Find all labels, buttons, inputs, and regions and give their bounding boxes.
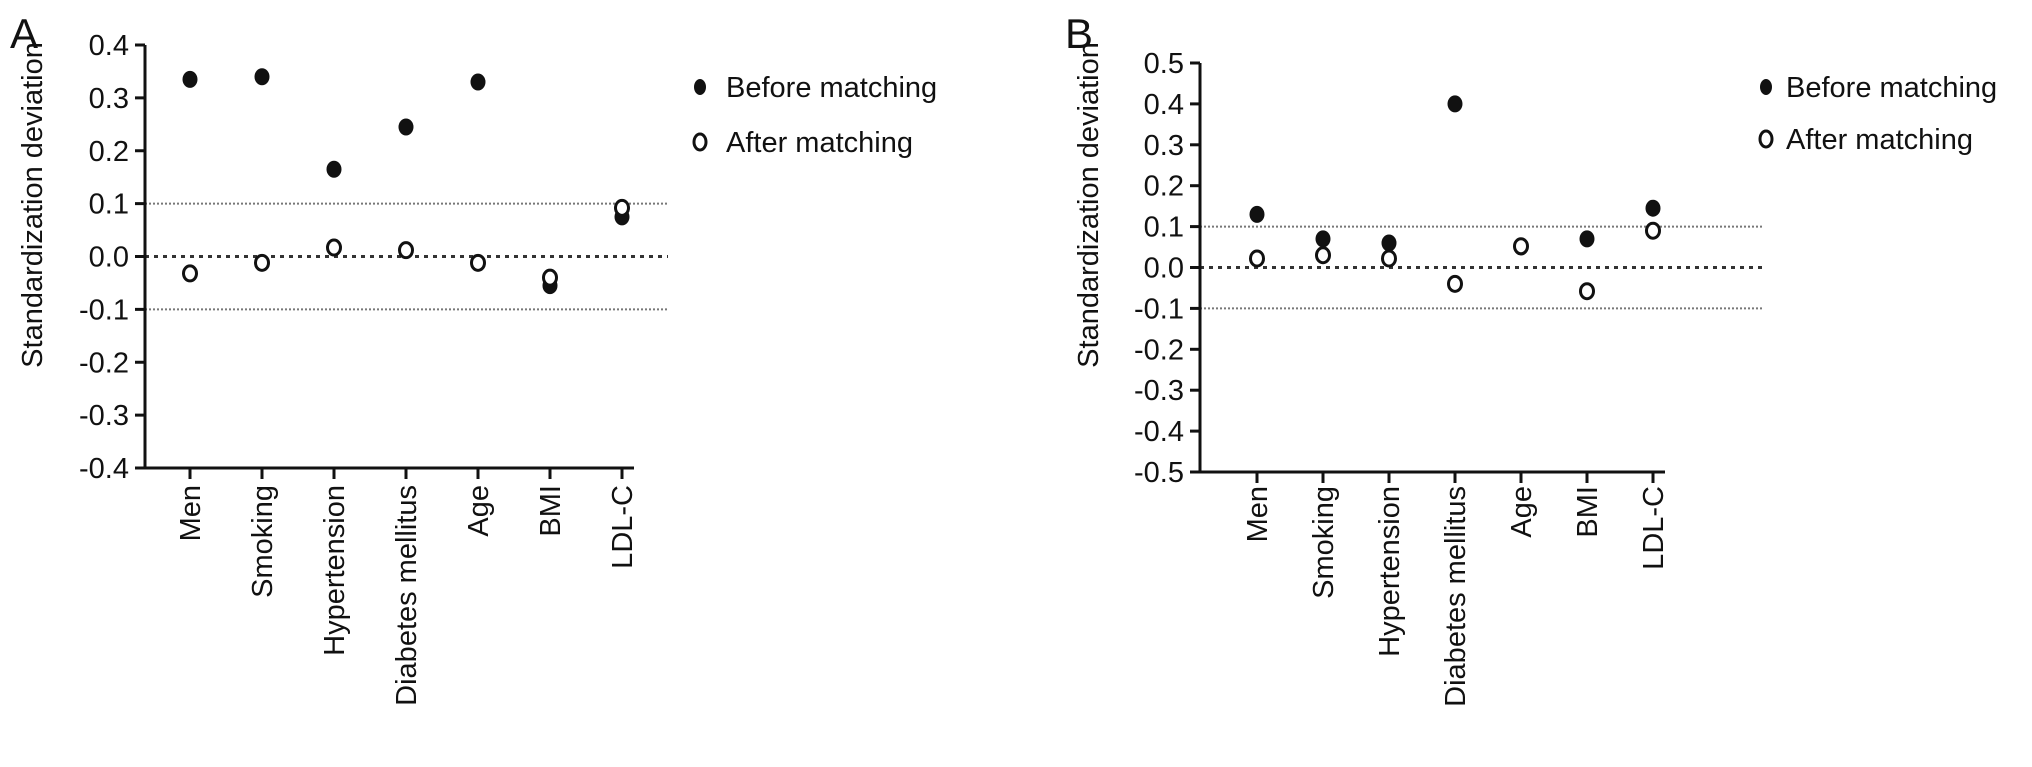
x-tick-label: Age	[1506, 486, 1538, 538]
legend-label-after-b: After matching	[1786, 124, 1973, 156]
x-tick-label: BMI	[1572, 486, 1604, 538]
legend-marker-after-a	[692, 132, 708, 152]
after-matching-point-a	[182, 264, 198, 283]
y-tick-label: -0.3	[1134, 375, 1184, 407]
x-tick-label: LDL-C	[607, 485, 639, 569]
panel-letter-b: B	[1065, 10, 1093, 57]
y-tick-label: -0.4	[1134, 416, 1184, 448]
after-matching-point-b	[1579, 282, 1595, 301]
x-tick-label: Men	[1242, 486, 1274, 542]
y-tick-label: -0.2	[79, 347, 129, 379]
x-tick-label: Diabetes mellitus	[1440, 486, 1472, 707]
legend-marker-before-b	[1760, 79, 1772, 95]
y-tick-label: 0.2	[1144, 171, 1184, 203]
before-matching-point-b	[1645, 199, 1661, 217]
y-tick-label: -0.3	[79, 400, 129, 432]
y-tick-label: 0.1	[89, 189, 129, 221]
x-tick-label: Smoking	[247, 485, 279, 598]
y-axis-label-a: Standardization deviation	[17, 42, 49, 368]
after-matching-point-b	[1315, 246, 1331, 265]
after-matching-point-b	[1381, 249, 1397, 268]
before-matching-point-b	[1579, 230, 1595, 248]
after-matching-point-a	[614, 198, 630, 217]
panel-b: B Standardization deviation 0.5 0.4 0.3 0.2…	[1065, 10, 1997, 707]
after-matching-point-b	[1513, 237, 1529, 256]
after-matching-point-a	[542, 268, 558, 287]
after-matching-point-a	[254, 253, 270, 272]
after-matching-point-a	[326, 238, 342, 257]
y-tick-label: 0.0	[1144, 253, 1184, 285]
legend-label-before-b: Before matching	[1786, 72, 1997, 104]
legend-label-before-a: Before matching	[726, 72, 937, 104]
svg-text:Standardization deviation: Standardization deviation	[1073, 42, 1105, 368]
y-tick-label: 0.3	[89, 83, 129, 115]
y-tick-label: 0.4	[1144, 89, 1184, 121]
legend-label-after-a: After matching	[726, 127, 913, 159]
svg-text:Standardization deviation: Standardization deviation	[17, 42, 49, 368]
x-tick-label: Men	[175, 485, 207, 541]
y-tick-label: 0.5	[1144, 48, 1184, 80]
y-tick-label: -0.2	[1134, 334, 1184, 366]
before-matching-point-b	[1447, 95, 1463, 113]
x-tick-label: BMI	[535, 485, 567, 537]
before-matching-point-a	[182, 70, 198, 88]
plot-area-a: 0.4 0.3 0.2 0.1 0.0 -0.1 -0.2 -0.3 -0.4 Men Smokin…	[79, 30, 668, 706]
legend-b: Before matching After matching	[1758, 72, 1997, 156]
before-matching-point-a	[254, 68, 270, 86]
y-tick-label: 0.1	[1144, 212, 1184, 244]
after-matching-point-a	[470, 253, 486, 272]
y-tick-label: 0.2	[89, 136, 129, 168]
y-tick-label: 0.4	[89, 30, 129, 62]
x-tick-label: Hypertension	[1374, 486, 1406, 657]
after-matching-point-a	[398, 241, 414, 260]
y-tick-label: 0.3	[1144, 130, 1184, 162]
before-matching-point-b	[1249, 205, 1265, 223]
y-tick-label: -0.1	[1134, 293, 1184, 325]
plot-area-b: 0.5 0.4 0.3 0.2 0.1 0.0 -0.1 -0.2 -0.3 -0.4 -0.5 Me…	[1134, 48, 1762, 707]
after-matching-point-b	[1249, 249, 1265, 268]
legend-a: Before matching After matching	[692, 72, 937, 159]
after-matching-point-b	[1645, 221, 1661, 240]
x-tick-label: Hypertension	[319, 485, 351, 656]
before-matching-point-b	[1381, 234, 1397, 252]
y-tick-label: -0.4	[79, 453, 129, 485]
before-matching-point-a	[470, 73, 486, 91]
y-tick-label: -0.5	[1134, 457, 1184, 489]
y-tick-label: -0.1	[79, 294, 129, 326]
legend-marker-before-a	[694, 79, 706, 95]
panel-letter-a: A	[10, 10, 38, 57]
x-tick-label: Smoking	[1308, 486, 1340, 599]
after-matching-point-b	[1447, 274, 1463, 293]
legend-marker-after-b	[1758, 129, 1774, 149]
panel-a: A Standardization deviation 0.4 0.3 0.2 0.1…	[10, 10, 937, 706]
x-tick-label: Age	[463, 485, 495, 537]
y-axis-label-b: Standardization deviation	[1073, 42, 1105, 368]
before-matching-point-a	[398, 118, 414, 136]
before-matching-point-a	[326, 160, 342, 178]
x-tick-label: Diabetes mellitus	[391, 485, 423, 706]
x-tick-label: LDL-C	[1638, 486, 1670, 570]
before-matching-point-b	[1315, 230, 1331, 248]
y-tick-label: 0.0	[89, 242, 129, 274]
